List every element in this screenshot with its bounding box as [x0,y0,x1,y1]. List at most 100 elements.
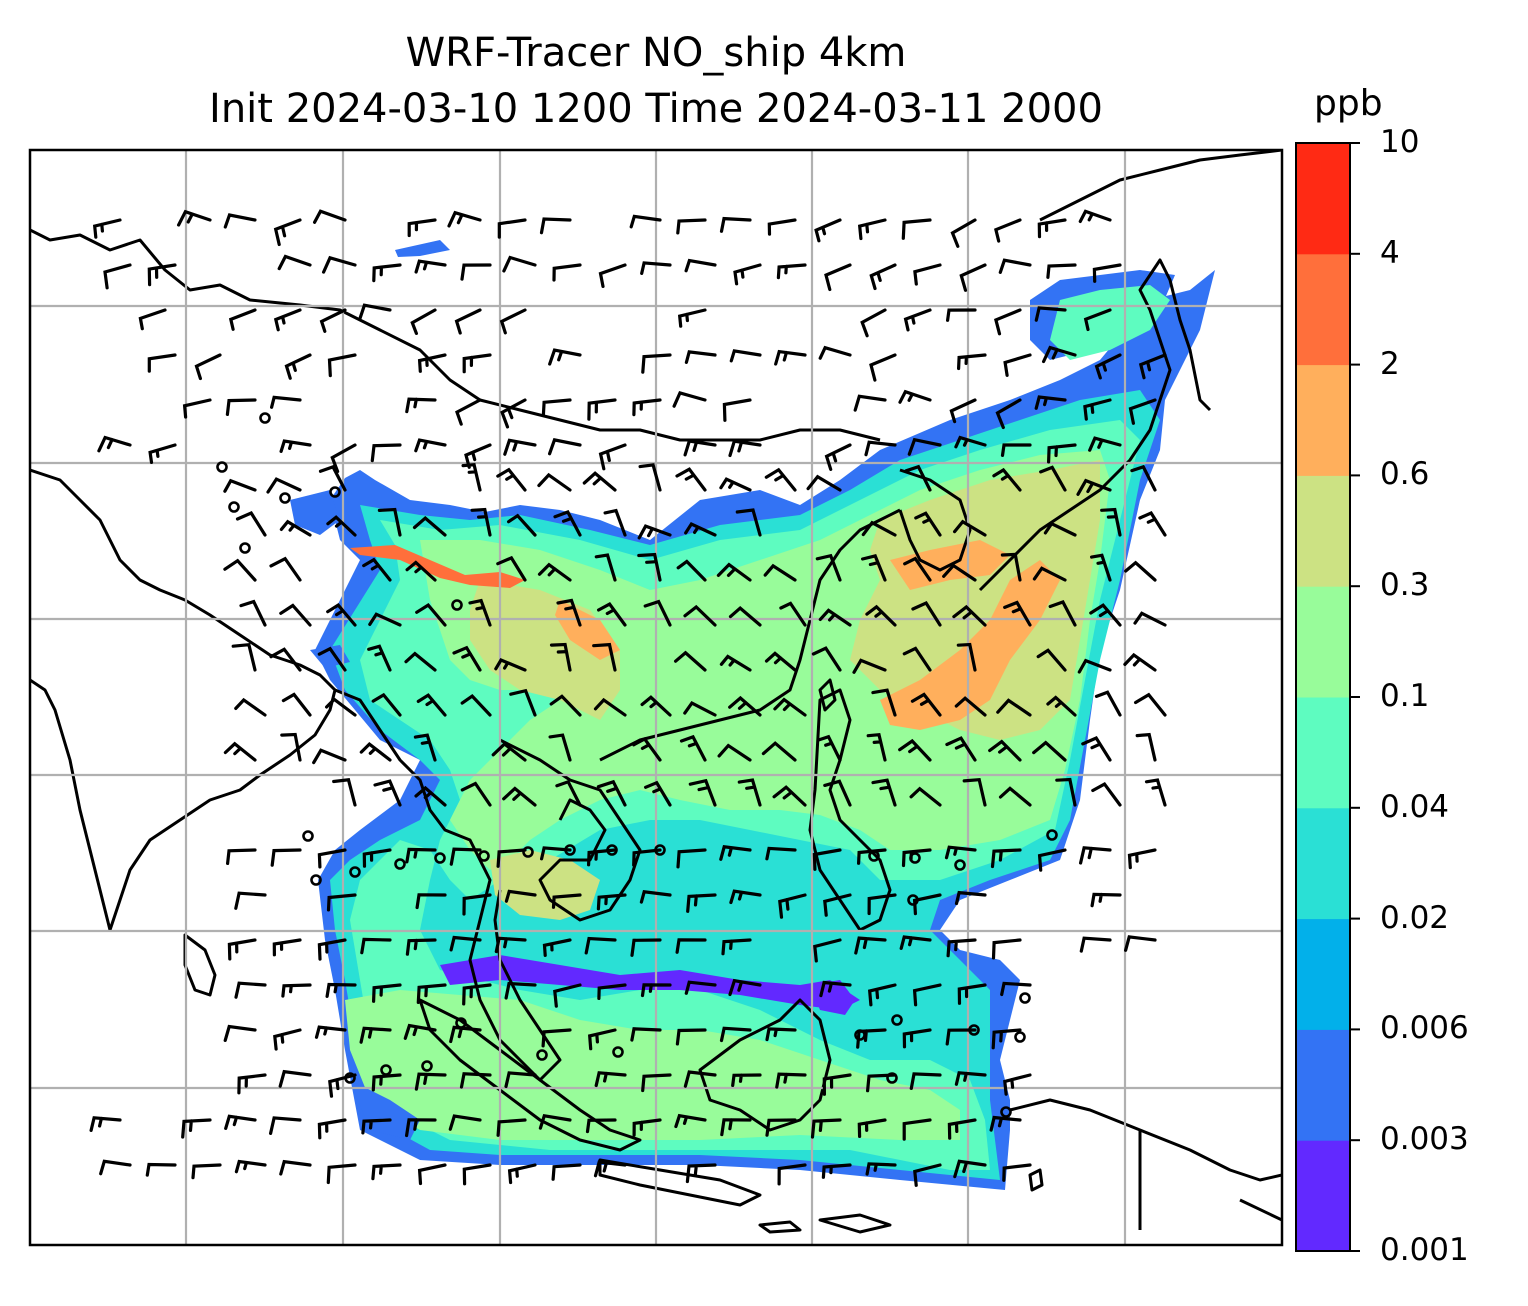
wind-barb [462,353,492,374]
wind-barb [1083,308,1112,332]
wind-barb [1037,218,1067,239]
colorbar-tick-label: 0.003 [1380,1121,1469,1158]
wind-barb [686,893,717,913]
wind-barb [821,1163,852,1179]
wind-barb [594,1071,627,1088]
wind-barb [1138,353,1167,380]
field-north-speck [395,240,450,257]
wind-barb [468,598,492,627]
wind-barb [912,983,942,1007]
wind-barb [415,603,447,627]
field-region-green-south [345,990,960,1140]
wind-barb [823,893,852,917]
wind-barb [553,510,582,537]
wind-barb [596,893,627,911]
wind-barb [638,463,662,492]
colorbar-tick-label: 0.1 [1380,678,1430,714]
field-region-olive-south [490,850,600,920]
wind-barb [954,890,987,906]
wind-barbs [89,209,1167,1187]
wind-barb [1034,395,1067,410]
wind-barb [414,785,447,807]
wind-barb [867,983,897,1007]
wind-barb [597,602,627,627]
colorbar-tick-label: 0.02 [1380,899,1450,936]
wind-barb [278,1069,312,1088]
calm-wind-circle [1000,1106,1012,1118]
wind-barb [551,1163,582,1181]
wind-barb [959,263,987,292]
calm-wind-circle [310,874,322,886]
wind-barb [904,464,932,492]
wind-barb [719,654,752,672]
wind-barb [772,785,807,807]
wind-barb [684,350,717,364]
colorbar-tick-label: 10 [1380,124,1420,160]
wind-barb [223,741,257,762]
wind-barb [992,467,1022,492]
wind-barb [676,218,707,235]
wind-barb [496,1118,527,1137]
wind-barb [818,345,852,360]
wind-barb [996,698,1032,717]
wind-barb [629,214,662,229]
colorbar-unit-label: ppb [1314,83,1383,124]
wind-barb [177,209,212,227]
wind-barb [226,848,257,865]
wind-barb [361,1118,392,1135]
colorbar [1295,142,1360,1252]
wind-barb [685,1163,717,1184]
wind-barb [92,218,122,239]
wind-barb [317,646,347,672]
wind-barb [362,848,392,868]
wind-barb [1043,521,1077,537]
wind-barb [1037,848,1067,872]
calm-wind-circle [302,830,314,842]
wind-barb [956,642,977,672]
wind-barb [499,308,527,335]
wind-barb [280,732,302,762]
colorbar-tick-label: 4 [1380,234,1400,271]
wind-barb [281,983,312,998]
wind-barb [777,1163,807,1186]
wind-barb [989,1115,1022,1132]
coastline-java [598,1158,762,1207]
coastline-myanmar [334,688,562,1082]
wind-barb [1034,306,1067,322]
wind-barb [584,936,617,955]
wind-barb [1094,353,1122,380]
wind-barb [942,563,977,582]
wind-barb [733,263,762,286]
colorbar-swatch [1296,918,1350,1030]
wind-barb [866,732,887,762]
wind-barb [373,779,402,807]
wind-barb [632,848,662,867]
wind-barb [728,439,762,458]
wind-barb [231,642,257,672]
wind-barb [914,511,942,537]
wind-barb [1138,510,1167,537]
wind-barb [902,1028,932,1049]
field-plume-red-1 [350,545,525,588]
wind-barb [598,263,627,288]
wind-barb [496,555,527,582]
wind-barb [541,1028,572,1048]
wind-barb [953,1159,987,1179]
wind-barb [503,438,537,456]
calm-wind-circle [228,501,240,513]
wind-barb [317,938,347,961]
wind-barb [684,980,717,995]
colorbar-swatch [1296,1029,1350,1141]
wind-barb [367,644,392,672]
wind-barb [1124,935,1157,952]
wind-barb [273,308,302,332]
wind-barb [327,353,357,378]
wind-barb [675,467,707,492]
wind-barb [1092,263,1122,283]
wind-barb [640,695,672,717]
wind-barb [1081,735,1112,762]
colorbar-swatch [1296,697,1350,809]
calm-wind-circle [394,858,406,870]
coastline-vietnam [599,508,901,762]
wind-barb [995,398,1022,430]
